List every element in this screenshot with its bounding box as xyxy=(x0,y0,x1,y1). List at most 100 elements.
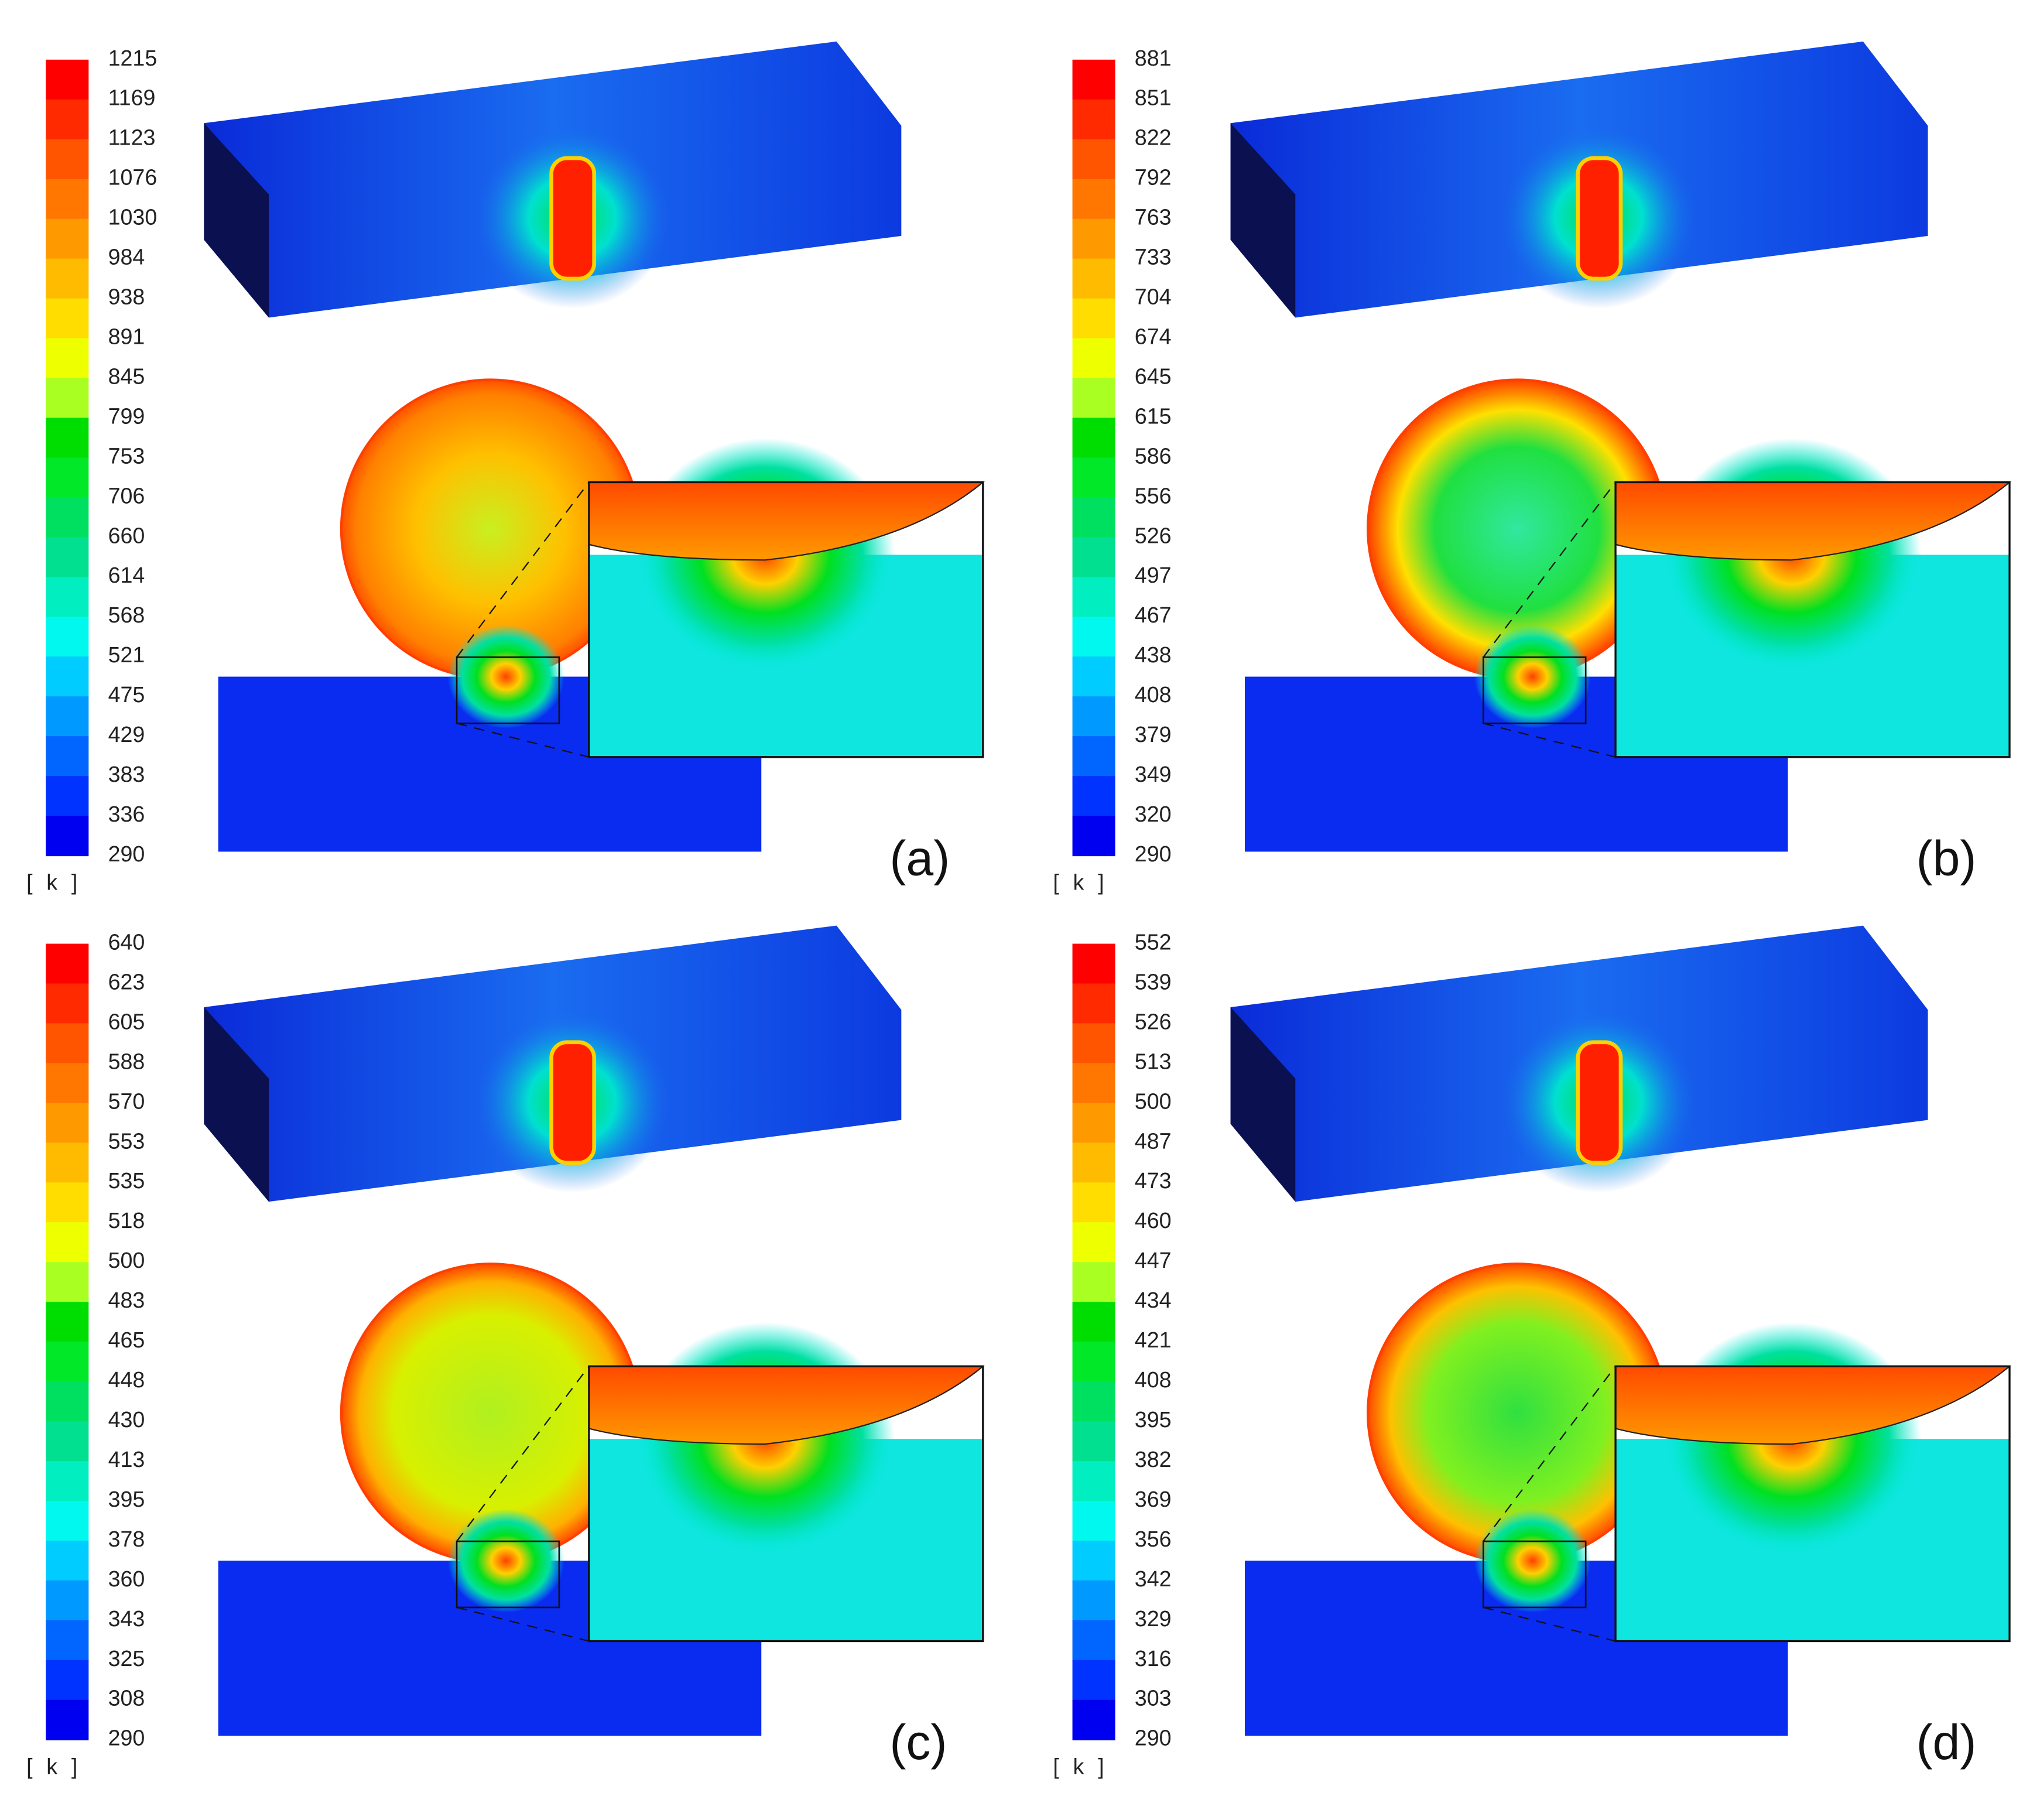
colorbar-tick-label: 588 xyxy=(108,1049,145,1073)
colorbar-band xyxy=(1072,1381,1115,1422)
panel: 1215 1169 1123 1076 1030 984 938 891 845 799 753 70… xyxy=(26,41,985,895)
colorbar-band xyxy=(46,457,89,498)
colorbar-tick-label: 891 xyxy=(108,324,145,348)
colorbar-tick-label: 395 xyxy=(1135,1407,1172,1432)
substrate-hotspot xyxy=(1474,624,1591,729)
colorbar-band xyxy=(46,983,89,1024)
colorbar-tick-label: 467 xyxy=(1135,603,1172,627)
colorbar-tick-label: 984 xyxy=(108,245,145,269)
colorbar-tick-label: 526 xyxy=(1135,523,1172,548)
colorbar-tick-label: 290 xyxy=(108,1726,145,1750)
colorbar-tick-label: 378 xyxy=(108,1527,145,1551)
zoom-line xyxy=(456,481,590,658)
colorbar-band xyxy=(46,1342,89,1383)
colorbar-tick-label: 473 xyxy=(1135,1168,1172,1193)
panel-label: (a) xyxy=(889,830,950,885)
inset-ball-arc xyxy=(1614,1366,2012,1445)
colorbar-tick-label: 645 xyxy=(1135,364,1172,388)
slab-end xyxy=(1230,123,1296,318)
colorbar-band xyxy=(1072,816,1115,857)
inset-frame xyxy=(1614,1365,2011,1643)
colorbar-tick-label: 447 xyxy=(1135,1248,1172,1272)
colorbar-tick-label: 521 xyxy=(108,642,145,667)
colorbar-band xyxy=(46,1262,89,1303)
colorbar-tick-label: 526 xyxy=(1135,1009,1172,1034)
colorbar-tick-label: 605 xyxy=(108,1009,145,1034)
colorbar-band xyxy=(1072,1182,1115,1223)
colorbar-tick-label: 552 xyxy=(1135,929,1172,954)
colorbar-tick-label: 408 xyxy=(1135,682,1172,707)
colorbar-band xyxy=(1072,983,1115,1024)
colorbar-band xyxy=(1072,656,1115,697)
colorbar-tick-label: 568 xyxy=(108,603,145,627)
colorbar-band xyxy=(1072,1063,1115,1104)
colorbar-band xyxy=(1072,1222,1115,1263)
colorbar-tick-label: 316 xyxy=(1135,1646,1172,1671)
colorbar-band xyxy=(1072,1500,1115,1542)
colorbar-tick-label: 325 xyxy=(108,1646,145,1671)
colorbar-band xyxy=(1072,577,1115,618)
colorbar-band xyxy=(46,1063,89,1104)
colorbar-band xyxy=(1072,298,1115,339)
colorbar-tick-label: 483 xyxy=(108,1288,145,1312)
colorbar-band xyxy=(46,179,89,220)
colorbar-tick-label: 1215 xyxy=(108,46,158,70)
colorbar-band xyxy=(1072,1103,1115,1144)
zoom-line xyxy=(1483,1366,1616,1542)
colorbar-band xyxy=(1072,1660,1115,1701)
colorbar-tick-label: 535 xyxy=(108,1168,145,1193)
zoom-line xyxy=(456,1606,590,1642)
colorbar-tick-label: 429 xyxy=(108,722,145,747)
colorbar-band xyxy=(1072,258,1115,299)
colorbar-tick-label: 792 xyxy=(1135,165,1172,190)
colorbar-band xyxy=(46,537,89,578)
colorbar-band xyxy=(46,338,89,379)
colorbar-band xyxy=(46,418,89,459)
colorbar-tick-label: 382 xyxy=(1135,1447,1172,1472)
colorbar-band xyxy=(46,617,89,658)
colorbar-band xyxy=(46,1302,89,1343)
colorbar-band xyxy=(46,1381,89,1422)
colorbar-band xyxy=(46,577,89,618)
colorbar-band xyxy=(1072,1023,1115,1064)
slab-hotspot xyxy=(1576,156,1623,281)
colorbar-band xyxy=(1072,59,1115,100)
colorbar-tick-label: 1123 xyxy=(108,125,156,150)
colorbar-tick-label: 487 xyxy=(1135,1128,1172,1153)
colorbar-tick-label: 408 xyxy=(1135,1367,1172,1392)
zoom-line xyxy=(1483,1606,1616,1642)
colorbar-band xyxy=(46,776,89,817)
colorbar-tick-label: 356 xyxy=(1135,1527,1172,1551)
zoom-line xyxy=(1483,723,1616,758)
colorbar-band xyxy=(1072,1461,1115,1502)
colorbar-tick-label: 395 xyxy=(108,1487,145,1511)
colorbar-tick-label: 290 xyxy=(1135,1726,1172,1750)
colorbar-tick-label: 497 xyxy=(1135,563,1172,587)
colorbar-tick-label: 308 xyxy=(108,1686,145,1710)
colorbar-band xyxy=(46,218,89,259)
inset-ball-arc xyxy=(588,1366,985,1445)
zoom-box xyxy=(456,1540,560,1609)
colorbar-band xyxy=(46,497,89,538)
colorbar-tick-label: 845 xyxy=(108,364,145,388)
colorbar-band xyxy=(1072,1142,1115,1183)
colorbar-band xyxy=(1072,776,1115,817)
colorbar-tick-label: 881 xyxy=(1135,46,1172,70)
inset-ball-arc xyxy=(1614,481,2012,561)
colorbar-band xyxy=(46,298,89,339)
colorbar-tick-label: 586 xyxy=(1135,443,1172,468)
inset-frame xyxy=(588,481,984,758)
zoom-box xyxy=(456,656,560,724)
colorbar-band xyxy=(1072,139,1115,180)
inset-frame xyxy=(588,1365,984,1643)
colorbar-tick-label: 379 xyxy=(1135,722,1172,747)
colorbar-tick-label: 448 xyxy=(108,1367,145,1392)
colorbar-tick-label: 518 xyxy=(108,1208,145,1233)
colorbar-tick-label: 413 xyxy=(108,1447,145,1472)
slab-end xyxy=(204,1007,269,1202)
colorbar-band xyxy=(46,1023,89,1064)
substrate-hotspot xyxy=(447,624,564,729)
colorbar-band xyxy=(46,1699,89,1740)
colorbar-band xyxy=(1072,497,1115,538)
